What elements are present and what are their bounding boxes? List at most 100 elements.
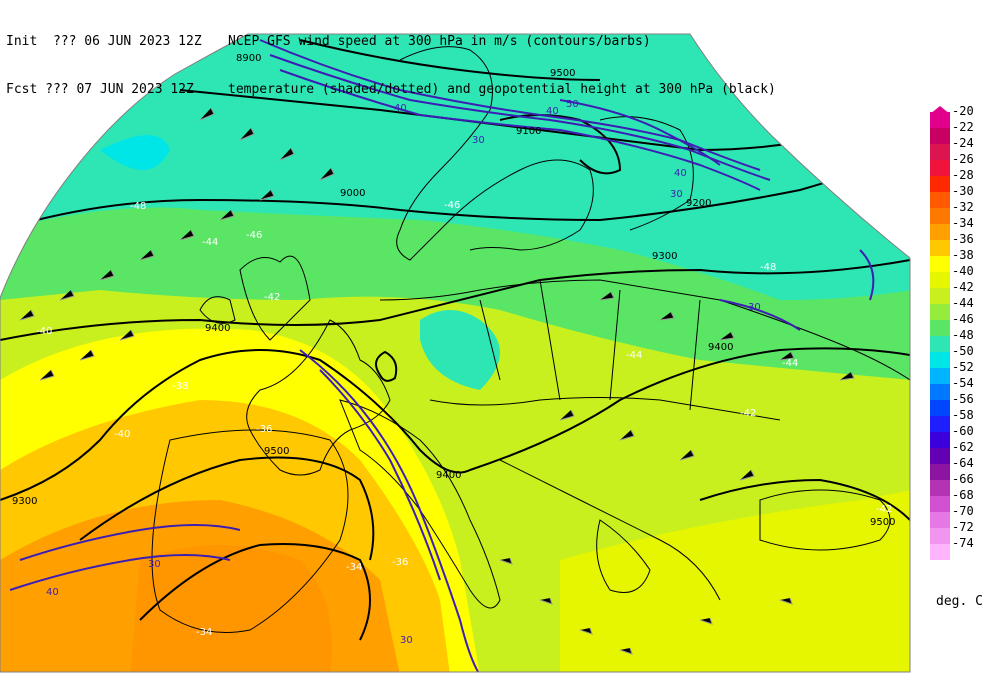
map-frame [0,33,911,673]
colorbar-tick-label: -30 [952,184,974,198]
forecast-time: Fcst ??? 07 JUN 2023 12Z [6,82,194,97]
height-label: 9400 [205,323,230,334]
colorbar-tick-label: -64 [952,456,974,470]
temperature-label: -38 [172,381,188,392]
colorbar-swatch [930,192,950,208]
colorbar-tick-label: -52 [952,360,974,374]
colorbar-swatch [930,464,950,480]
height-label: 9100 [516,126,541,137]
colorbar-swatch [930,160,950,176]
temperature-label: -42 [264,292,280,303]
colorbar-swatch [930,288,950,304]
colorbar-level: -72 [930,520,1000,544]
colorbar-tick-label: -58 [952,408,974,422]
colorbar-level: -40 [930,264,1000,288]
colorbar-level: -36 [930,232,1000,256]
colorbar-level: -42 [930,280,1000,304]
colorbar-tick-label: -68 [952,488,974,502]
colorbar-swatch [930,352,950,368]
height-contours [0,39,910,641]
height-label: 9400 [436,470,461,481]
colorbar-swatch [930,240,950,256]
temperature-label: -44 [626,350,642,361]
wind-label: 30 [748,302,761,313]
temperature-label: -40 [114,429,130,440]
colorbar-tick-label: -46 [952,312,974,326]
colorbar-swatch [930,432,950,448]
height-label: 9300 [652,251,677,262]
colorbar-level: -70 [930,504,1000,528]
colorbar-swatch [930,496,950,512]
temperature-label: -46 [246,230,262,241]
colorbar-swatch [930,368,950,384]
temperature-label: -34 [196,627,212,638]
colorbar-level: -28 [930,168,1000,192]
colorbar-level: -68 [930,488,1000,512]
temperature-label: -36 [256,424,272,435]
title-line-1: NCEP GFS wind speed at 300 hPa in m/s (c… [228,34,651,49]
colorbar-tick-label: -42 [952,280,974,294]
height-label: 9000 [340,188,365,199]
colorbar-level: -64 [930,456,1000,480]
temperature-colorbar: -20 -22 -24 -26 -28 -30 -32 -34 -36 -38 -40 -42 -44 -… [930,104,1000,560]
colorbar-tick-label: -44 [952,296,974,310]
height-label: 9300 [12,496,37,507]
colorbar-swatch [930,128,950,144]
colorbar-tick-label: -32 [952,200,974,214]
height-label: 8900 [236,53,261,64]
colorbar-level: -62 [930,440,1000,464]
height-label: 9400 [708,342,733,353]
colorbar-tick-label: -48 [952,328,974,342]
wind-label: 40 [46,587,59,598]
colorbar-tick-label: -38 [952,248,974,262]
height-label: 9500 [264,446,289,457]
colorbar-tick-label: -54 [952,376,974,390]
map-header: Init ??? 06 JUN 2023 12Z NCEP GFS wind sp… [6,2,776,114]
colorbar-level: -74 [930,536,1000,560]
colorbar-swatch [930,256,950,272]
colorbar-swatch [930,400,950,416]
wind-label: 30 [472,135,485,146]
temperature-label: -48 [760,262,776,273]
wind-label: 50 [566,99,579,110]
colorbar-level: -38 [930,248,1000,272]
colorbar-level: -22 [930,120,1000,144]
colorbar-level: -32 [930,200,1000,224]
colorbar-level: -50 [930,344,1000,368]
wind-label: 40 [546,106,559,117]
colorbar-tick-label: -62 [952,440,974,454]
colorbar-level: -20 [930,104,1000,128]
temperature-label: -42 [876,504,892,515]
colorbar-level: -26 [930,152,1000,176]
colorbar-level: -66 [930,472,1000,496]
colorbar-swatch [930,272,950,288]
temperature-label: -42 [740,408,756,419]
colorbar-level: -60 [930,424,1000,448]
colorbar-swatch [930,176,950,192]
colorbar-tick-label: -22 [952,120,974,134]
wind-contours [9,39,875,672]
colorbar-swatch [930,384,950,400]
colorbar-swatch [930,144,950,160]
colorbar-tick-label: -56 [952,392,974,406]
colorbar-swatch [930,112,950,128]
colorbar-tick-label: -72 [952,520,974,534]
colorbar-swatch [930,544,950,560]
colorbar-level: -44 [930,296,1000,320]
temperature-label: -40 [36,326,52,337]
colorbar-tick-label: -70 [952,504,974,518]
colorbar-swatch [930,336,950,352]
colorbar-level: -58 [930,408,1000,432]
title-line-2: temperature (shaded/dotted) and geopoten… [228,82,776,97]
colorbar-swatch [930,224,950,240]
height-label: 9500 [550,68,575,79]
init-time: Init ??? 06 JUN 2023 12Z [6,34,202,49]
colorbar-level: -54 [930,376,1000,400]
wind-barbs [19,107,855,655]
colorbar-level: -30 [930,184,1000,208]
temperature-label: -44 [782,358,798,369]
colorbar-swatch [930,416,950,432]
temperature-label: -44 [202,237,218,248]
colorbar-tick-label: -28 [952,168,974,182]
